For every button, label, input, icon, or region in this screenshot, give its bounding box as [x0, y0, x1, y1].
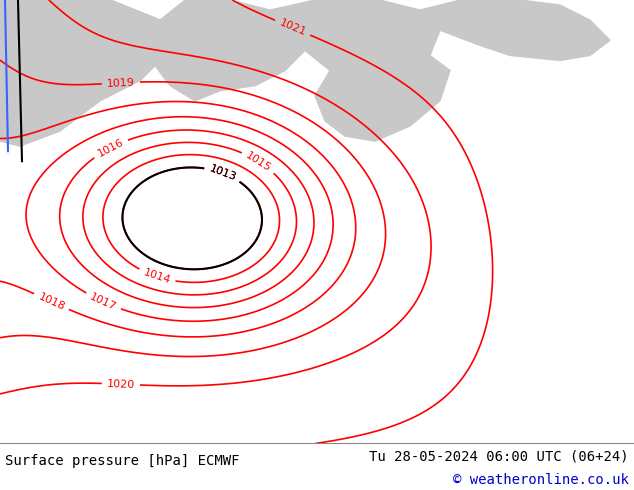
Text: Tu 28-05-2024 06:00 UTC (06+24): Tu 28-05-2024 06:00 UTC (06+24)	[369, 449, 629, 464]
Polygon shape	[270, 0, 440, 75]
Text: 1017: 1017	[88, 291, 118, 312]
Text: 1013: 1013	[208, 163, 238, 183]
Polygon shape	[0, 0, 170, 146]
Text: 1015: 1015	[244, 150, 273, 173]
Text: 1019: 1019	[107, 77, 135, 89]
Polygon shape	[110, 0, 305, 101]
Text: 1016: 1016	[96, 137, 126, 159]
Text: Surface pressure [hPa] ECMWF: Surface pressure [hPa] ECMWF	[5, 454, 240, 468]
Text: 1020: 1020	[107, 379, 135, 390]
Text: 1021: 1021	[278, 18, 307, 38]
Text: © weatheronline.co.uk: © weatheronline.co.uk	[453, 473, 629, 487]
Text: 1013: 1013	[208, 163, 238, 183]
Text: 1014: 1014	[142, 268, 172, 286]
Polygon shape	[315, 55, 450, 141]
Text: 1018: 1018	[37, 292, 67, 312]
Polygon shape	[420, 0, 610, 60]
